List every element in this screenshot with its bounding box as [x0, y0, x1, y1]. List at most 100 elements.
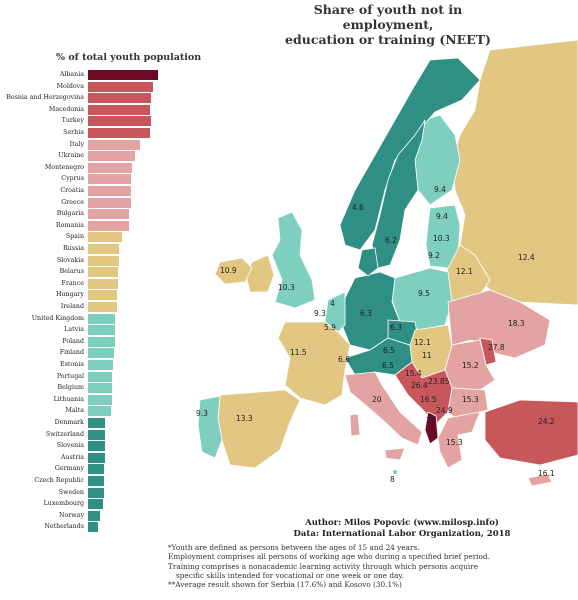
bar-label: Belgium — [57, 384, 84, 392]
region-ireland — [245, 254, 275, 293]
map-value-iceland: 10.9 — [220, 266, 237, 275]
region-denmark — [357, 247, 379, 277]
bar-row: Austria — [0, 452, 200, 463]
bar — [88, 139, 140, 150]
bar — [88, 128, 150, 138]
bar-row: Albania — [0, 69, 200, 80]
bar-label: Germany — [54, 465, 84, 473]
bar-label: Slovakia — [56, 256, 84, 264]
bar — [88, 313, 115, 324]
credits: Author: Milos Popovic (www.milosp.info) … — [252, 518, 552, 540]
bar — [88, 452, 105, 463]
map-value-belgium: 9.3 — [314, 309, 326, 318]
bar — [88, 209, 130, 220]
bar — [88, 93, 152, 104]
bar — [88, 174, 131, 185]
bar-label: United Kingdom — [31, 314, 84, 322]
bar — [88, 220, 129, 231]
bar-label: Sweden — [58, 488, 84, 496]
bar-row: Luxembourg — [0, 498, 200, 510]
bar-row: Norway — [0, 510, 200, 521]
bar — [88, 116, 151, 127]
bar-label: Poland — [62, 337, 84, 345]
bar — [88, 360, 114, 370]
map-value-russia: 12.4 — [518, 253, 535, 262]
bar-label: Hungary — [56, 291, 84, 299]
bar-row: Czech Republic — [0, 475, 200, 486]
bar — [88, 487, 105, 498]
bar — [88, 151, 135, 162]
bar-row: Greece — [0, 197, 200, 208]
bar-label: Macedonia — [48, 105, 84, 113]
bar-label: Finland — [59, 349, 84, 357]
bar-row: Slovakia — [0, 255, 200, 266]
bar — [88, 348, 114, 359]
map-value-montenegro: 16.5 — [420, 395, 437, 404]
bar — [88, 70, 158, 80]
bar — [88, 383, 113, 394]
region-portugal — [197, 395, 223, 459]
map-value-luxembourg: 5.9 — [324, 323, 336, 332]
region-uk — [271, 211, 316, 309]
bar — [88, 186, 131, 196]
europe-map: 10.910.34.66.29.49.410.39.2 12.412.19.549… — [196, 40, 578, 487]
bar-row: Romania — [0, 220, 200, 231]
bar — [88, 325, 115, 336]
map-value-turkey: 24.2 — [538, 417, 555, 426]
bar — [88, 197, 131, 208]
bar-label: Estonia — [60, 361, 84, 368]
credits-author: Author: Milos Popovic (www.milosp.info) — [305, 518, 499, 528]
map-value-slovenia: 6.5 — [382, 361, 394, 370]
bar-row: Spain — [0, 231, 200, 243]
bar-label: Ireland — [60, 303, 84, 310]
bar-row: Italy — [0, 139, 200, 150]
bar-row: Russia — [0, 243, 200, 254]
map-value-moldova: 27.8 — [488, 343, 505, 352]
bar — [88, 81, 153, 92]
bar-row: Belarus — [0, 266, 200, 278]
bar-label: Turkey — [61, 117, 84, 125]
bar — [88, 510, 100, 521]
region-france — [277, 321, 351, 406]
bar — [88, 394, 112, 405]
footnote-line: **Average result shown for Serbia (17.6%… — [168, 580, 402, 590]
bar — [88, 244, 120, 254]
region-italy — [344, 371, 423, 446]
map-value-slovakia: 12.1 — [414, 338, 431, 347]
map-value-hungary: 11 — [422, 351, 432, 360]
bar — [88, 429, 106, 440]
bar — [88, 371, 113, 382]
bar-row: Hungary — [0, 289, 200, 301]
bar-label: Serbia — [63, 129, 84, 136]
bar — [88, 255, 120, 266]
bar-label: Slovenia — [56, 442, 84, 450]
bar-row: Slovenia — [0, 440, 200, 452]
bar-label: Switzerland — [45, 430, 84, 438]
bar-label: Netherlands — [44, 523, 84, 531]
bar-label: Spain — [65, 233, 84, 241]
bar-row: Ireland — [0, 301, 200, 312]
bar-row: Croatia — [0, 185, 200, 196]
bar-label: Russia — [62, 245, 84, 252]
bar-row: Macedonia — [0, 104, 200, 115]
bar-label: Albania — [59, 71, 84, 78]
region-benelux — [324, 291, 346, 333]
map-value-norway: 4.6 — [352, 203, 364, 212]
map-value-macedonia: 24.9 — [436, 406, 453, 415]
map-value-ukraine: 18.3 — [508, 319, 525, 328]
bar — [88, 290, 117, 301]
bar-row: France — [0, 278, 200, 289]
region-spain — [217, 389, 301, 469]
bar-row: Portugal — [0, 371, 200, 382]
bar — [88, 104, 151, 115]
bar-label: Austria — [60, 453, 84, 461]
footnote-line: Employment comprises all persons of work… — [168, 552, 490, 562]
bar-label: Greece — [61, 198, 84, 206]
map-value-albania: 27 — [426, 416, 436, 425]
bar-label: Latvia — [64, 326, 84, 334]
region-sicily — [384, 447, 406, 461]
map-value-bosnia: 26.4 — [411, 381, 428, 390]
map-title: Share of youth not in employment, educat… — [268, 2, 508, 47]
title-line-1: Share of youth not in employment, — [313, 2, 463, 32]
bar-row: Finland — [0, 347, 200, 359]
